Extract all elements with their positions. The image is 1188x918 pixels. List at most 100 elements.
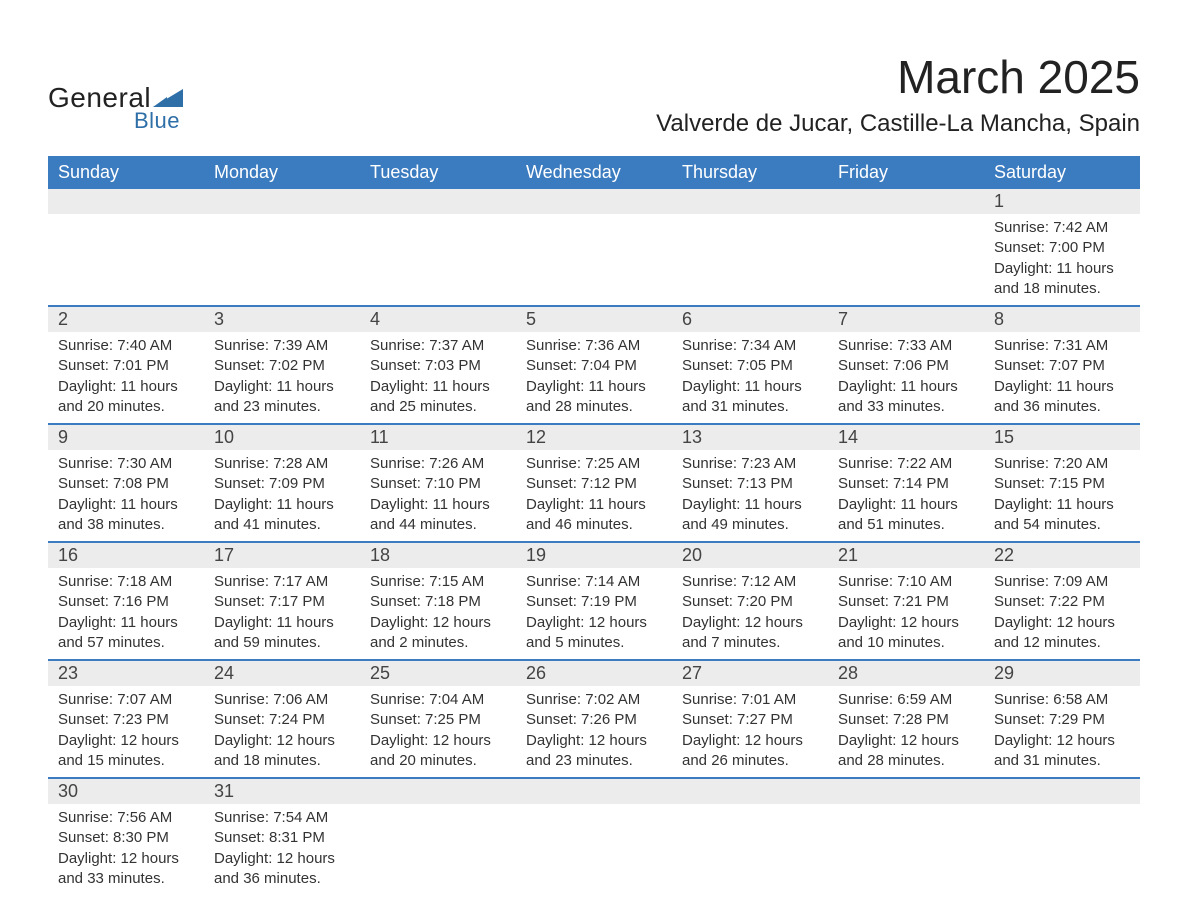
day-data: Sunrise: 7:10 AMSunset: 7:21 PMDaylight:… [828, 568, 984, 659]
calendar-cell [204, 189, 360, 306]
calendar-cell: 22Sunrise: 7:09 AMSunset: 7:22 PMDayligh… [984, 542, 1140, 660]
weekday-header: Tuesday [360, 156, 516, 189]
day-data [360, 804, 516, 814]
day-data-line: Daylight: 12 hours [838, 613, 974, 633]
day-data-line: Daylight: 11 hours [682, 495, 818, 515]
day-data-line: Sunrise: 6:58 AM [994, 690, 1130, 710]
calendar-cell: 31Sunrise: 7:54 AMSunset: 8:31 PMDayligh… [204, 778, 360, 895]
day-data-line: Sunset: 7:24 PM [214, 710, 350, 730]
day-data-line: Daylight: 11 hours [214, 377, 350, 397]
day-data: Sunrise: 6:59 AMSunset: 7:28 PMDaylight:… [828, 686, 984, 777]
day-data-line: Sunrise: 7:36 AM [526, 336, 662, 356]
day-data-line: Daylight: 12 hours [370, 613, 506, 633]
day-data-line: Sunset: 7:20 PM [682, 592, 818, 612]
day-data-line: Daylight: 11 hours [994, 495, 1130, 515]
day-data-line: and 44 minutes. [370, 515, 506, 535]
day-data: Sunrise: 7:33 AMSunset: 7:06 PMDaylight:… [828, 332, 984, 423]
day-data-line: and 20 minutes. [370, 751, 506, 771]
day-data-line: Daylight: 12 hours [526, 613, 662, 633]
day-data-line: and 2 minutes. [370, 633, 506, 653]
day-data-line: Sunset: 7:01 PM [58, 356, 194, 376]
day-data: Sunrise: 7:25 AMSunset: 7:12 PMDaylight:… [516, 450, 672, 541]
calendar-cell [360, 189, 516, 306]
day-number: 20 [672, 543, 828, 568]
day-data-line: Daylight: 11 hours [214, 495, 350, 515]
day-data-line: Daylight: 11 hours [994, 259, 1130, 279]
day-data-line: Sunrise: 7:01 AM [682, 690, 818, 710]
day-number [828, 189, 984, 214]
calendar-cell [516, 778, 672, 895]
calendar-cell: 2Sunrise: 7:40 AMSunset: 7:01 PMDaylight… [48, 306, 204, 424]
day-data-line: Sunset: 7:16 PM [58, 592, 194, 612]
day-number: 12 [516, 425, 672, 450]
day-data-line: Sunrise: 7:14 AM [526, 572, 662, 592]
day-data-line: Sunrise: 7:37 AM [370, 336, 506, 356]
day-data [360, 214, 516, 224]
calendar-cell: 18Sunrise: 7:15 AMSunset: 7:18 PMDayligh… [360, 542, 516, 660]
day-data: Sunrise: 7:36 AMSunset: 7:04 PMDaylight:… [516, 332, 672, 423]
calendar-cell [828, 189, 984, 306]
day-data-line: and 10 minutes. [838, 633, 974, 653]
day-number: 1 [984, 189, 1140, 214]
day-data-line: and 31 minutes. [994, 751, 1130, 771]
day-data-line: Sunset: 7:04 PM [526, 356, 662, 376]
day-number: 24 [204, 661, 360, 686]
day-data-line: and 31 minutes. [682, 397, 818, 417]
day-number [672, 779, 828, 804]
day-data-line: Sunset: 7:28 PM [838, 710, 974, 730]
day-data [984, 804, 1140, 814]
day-data-line: Sunrise: 7:20 AM [994, 454, 1130, 474]
day-number: 30 [48, 779, 204, 804]
day-data-line: Sunrise: 7:39 AM [214, 336, 350, 356]
month-title: March 2025 [656, 50, 1140, 104]
day-data-line: Daylight: 11 hours [526, 495, 662, 515]
day-data-line: Sunrise: 7:07 AM [58, 690, 194, 710]
day-data-line: and 7 minutes. [682, 633, 818, 653]
day-data-line: Daylight: 11 hours [682, 377, 818, 397]
day-number [672, 189, 828, 214]
calendar-cell: 25Sunrise: 7:04 AMSunset: 7:25 PMDayligh… [360, 660, 516, 778]
calendar-cell: 1Sunrise: 7:42 AMSunset: 7:00 PMDaylight… [984, 189, 1140, 306]
calendar-cell: 23Sunrise: 7:07 AMSunset: 7:23 PMDayligh… [48, 660, 204, 778]
day-number: 17 [204, 543, 360, 568]
day-number: 2 [48, 307, 204, 332]
logo-text-blue: Blue [134, 108, 183, 134]
day-number: 23 [48, 661, 204, 686]
day-data-line: Sunrise: 7:30 AM [58, 454, 194, 474]
day-data-line: Daylight: 11 hours [58, 377, 194, 397]
day-data: Sunrise: 7:30 AMSunset: 7:08 PMDaylight:… [48, 450, 204, 541]
day-number [204, 189, 360, 214]
day-data: Sunrise: 7:31 AMSunset: 7:07 PMDaylight:… [984, 332, 1140, 423]
calendar-cell: 10Sunrise: 7:28 AMSunset: 7:09 PMDayligh… [204, 424, 360, 542]
day-data-line: Daylight: 12 hours [994, 613, 1130, 633]
day-data: Sunrise: 7:15 AMSunset: 7:18 PMDaylight:… [360, 568, 516, 659]
day-data [828, 804, 984, 814]
day-data: Sunrise: 7:06 AMSunset: 7:24 PMDaylight:… [204, 686, 360, 777]
day-data-line: Sunrise: 7:22 AM [838, 454, 974, 474]
day-data-line: Daylight: 12 hours [58, 849, 194, 869]
day-data-line: Sunrise: 7:42 AM [994, 218, 1130, 238]
day-data-line: Daylight: 12 hours [682, 731, 818, 751]
calendar-cell: 19Sunrise: 7:14 AMSunset: 7:19 PMDayligh… [516, 542, 672, 660]
day-data-line: Daylight: 11 hours [994, 377, 1130, 397]
day-data [672, 214, 828, 224]
day-number: 29 [984, 661, 1140, 686]
day-number: 6 [672, 307, 828, 332]
day-data-line: and 38 minutes. [58, 515, 194, 535]
day-data-line: and 59 minutes. [214, 633, 350, 653]
title-block: March 2025 Valverde de Jucar, Castille-L… [656, 50, 1140, 148]
day-data: Sunrise: 7:54 AMSunset: 8:31 PMDaylight:… [204, 804, 360, 895]
day-data-line: Daylight: 11 hours [370, 377, 506, 397]
day-data-line: Sunrise: 7:34 AM [682, 336, 818, 356]
day-data-line: and 23 minutes. [214, 397, 350, 417]
day-data-line: Sunset: 7:29 PM [994, 710, 1130, 730]
day-data-line: Sunset: 7:19 PM [526, 592, 662, 612]
day-data: Sunrise: 7:26 AMSunset: 7:10 PMDaylight:… [360, 450, 516, 541]
day-number: 9 [48, 425, 204, 450]
day-data-line: Sunset: 7:08 PM [58, 474, 194, 494]
day-data-line: Daylight: 12 hours [214, 849, 350, 869]
day-data-line: Daylight: 12 hours [58, 731, 194, 751]
day-data-line: Sunrise: 7:26 AM [370, 454, 506, 474]
calendar-cell: 4Sunrise: 7:37 AMSunset: 7:03 PMDaylight… [360, 306, 516, 424]
location-subtitle: Valverde de Jucar, Castille-La Mancha, S… [656, 110, 1140, 138]
